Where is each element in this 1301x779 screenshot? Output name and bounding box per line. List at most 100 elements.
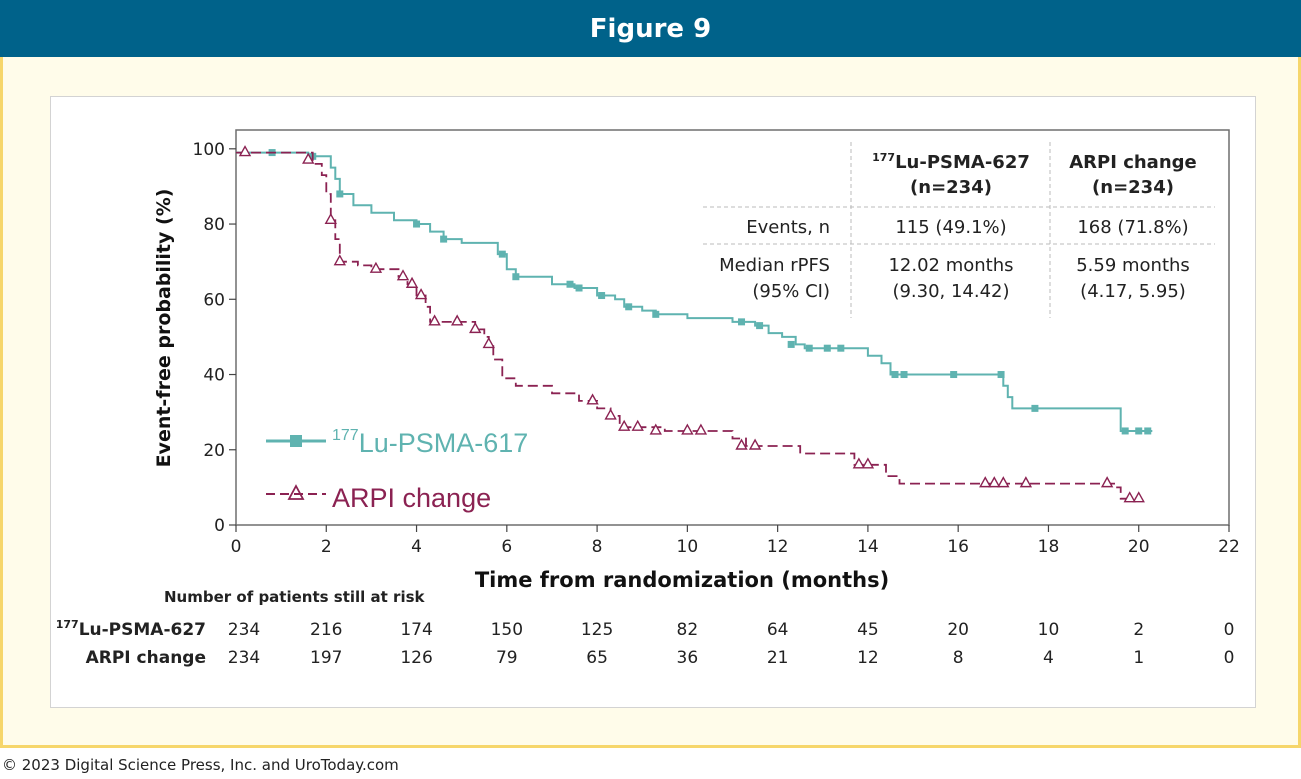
x-tick-label: 18	[1038, 537, 1060, 557]
lu-psma-censor-mark	[1144, 427, 1152, 435]
lu-psma-curve	[236, 151, 1153, 432]
arpi-change-curve	[236, 151, 1139, 500]
table-col1-sup: 177	[872, 151, 895, 164]
at-risk-row2-values: 234 197 126 79 65 36 21 12 8 4 1 0	[228, 648, 1235, 668]
x-tick-label: 22	[1218, 537, 1240, 557]
arpi-change-censor-mark	[450, 314, 464, 326]
at-risk-value: 45	[857, 620, 879, 640]
at-risk-row1-sup: 177	[56, 618, 79, 631]
copyright-footer: © 2023 Digital Science Press, Inc. and U…	[2, 756, 399, 774]
at-risk-value: 197	[310, 648, 342, 668]
lu-psma-censor-mark	[900, 371, 908, 379]
legend-lu-marker	[290, 435, 302, 447]
arpi-change-censor-mark	[852, 457, 866, 469]
arpi-change-censor-mark	[649, 423, 662, 435]
arpi-change-censor-mark	[469, 321, 482, 334]
x-tick-label: 4	[411, 537, 422, 557]
lu-psma-censor-mark	[738, 318, 746, 326]
x-tick-label: 20	[1128, 537, 1150, 557]
arpi-change-censor-mark	[997, 476, 1010, 488]
table-col2-n: (n=234)	[1092, 177, 1174, 198]
x-tick-label: 2	[321, 537, 332, 557]
at-risk-value: 36	[677, 648, 699, 668]
at-risk-value: 21	[767, 648, 789, 668]
at-risk-table: Number of patients still at risk 177Lu-P…	[56, 588, 1235, 668]
table-row2-col1-2: (9.30, 14.42)	[892, 281, 1009, 302]
lu-psma-censor-mark	[566, 280, 574, 288]
figure-header: Figure 9	[0, 0, 1301, 57]
arpi-change-censor-mark	[631, 419, 644, 431]
y-tick-label: 100	[193, 140, 225, 160]
arpi-change-censor-mark	[333, 254, 347, 266]
y-tick-label: 0	[214, 516, 225, 536]
legend: 177Lu-PSMA-617 ARPI change	[266, 427, 528, 513]
series-arpi-change	[236, 145, 1145, 503]
at-risk-value: 0	[1224, 648, 1235, 668]
arpi-change-censor-mark	[482, 336, 495, 349]
figure-title: Figure 9	[589, 13, 712, 44]
arpi-change-censor-mark	[369, 261, 383, 273]
table-row2-col2-2: (4.17, 5.95)	[1080, 281, 1186, 302]
table-row2-label-2: (95% CI)	[752, 281, 830, 302]
lu-psma-censor-mark	[1121, 427, 1129, 435]
x-axis: 0 2 4 6 8 10 12 14 16 18 20 22	[231, 525, 1240, 557]
lu-psma-censor-mark	[891, 371, 899, 379]
at-risk-row1-name: Lu-PSMA-627	[79, 620, 206, 640]
y-tick-label: 60	[203, 290, 225, 310]
arpi-change-censor-mark	[586, 393, 599, 405]
legend-lu-sup: 177	[332, 427, 359, 444]
x-tick-label: 8	[592, 537, 603, 557]
at-risk-value: 10	[1038, 620, 1060, 640]
at-risk-value: 8	[953, 648, 964, 668]
table-row1-col1: 115 (49.1%)	[895, 217, 1006, 238]
arpi-change-censor-mark	[861, 457, 875, 469]
at-risk-row1-values: 234 216 174 150 125 82 64 45 20 10 2 0	[228, 620, 1235, 640]
arpi-change-censor-mark	[1100, 476, 1114, 488]
arpi-change-censor-mark	[302, 152, 315, 164]
arpi-change-censor-mark	[238, 145, 252, 157]
lu-psma-censor-mark	[805, 344, 813, 352]
arpi-change-censor-mark	[694, 423, 708, 435]
at-risk-value: 64	[767, 620, 789, 640]
table-col1-n: (n=234)	[910, 177, 992, 198]
table-row2-label-1: Median rPFS	[719, 255, 830, 276]
lu-psma-censor-mark	[823, 344, 831, 352]
at-risk-value: 79	[496, 648, 518, 668]
at-risk-row1-label: 177Lu-PSMA-627	[56, 618, 206, 640]
arpi-change-censor-mark	[414, 288, 428, 300]
lu-psma-censor-mark	[652, 310, 660, 318]
at-risk-value: 4	[1043, 648, 1054, 668]
arpi-change-censor-mark	[324, 212, 337, 224]
at-risk-value: 82	[677, 620, 699, 640]
y-tick-label: 80	[203, 215, 225, 235]
legend-lu-name: Lu-PSMA-617	[359, 428, 529, 458]
arpi-change-censor-mark	[979, 476, 992, 488]
lu-psma-censor-mark	[598, 292, 606, 300]
lu-psma-censor-mark	[336, 190, 344, 198]
legend-arpi-label: ARPI change	[332, 483, 491, 513]
arpi-change-censor-mark	[428, 314, 441, 326]
at-risk-value: 125	[581, 620, 613, 640]
at-risk-value: 0	[1224, 620, 1235, 640]
arpi-change-censor-mark	[988, 476, 1001, 488]
arpi-change-censor-mark	[735, 438, 748, 450]
y-axis: 0 20 40 60 80 100	[193, 140, 236, 536]
arpi-change-censor-mark	[405, 276, 419, 288]
lu-psma-censor-mark	[498, 250, 506, 258]
table-row2-col2-1: 5.59 months	[1076, 255, 1190, 276]
y-tick-label: 20	[203, 441, 225, 461]
lu-psma-censor-mark	[413, 220, 421, 228]
arpi-change-censor-mark	[1132, 491, 1145, 503]
lu-psma-censor-mark	[787, 340, 795, 348]
legend-arpi-marker	[287, 484, 305, 500]
table-row1-label: Events, n	[746, 217, 830, 238]
arpi-change-censor-mark	[681, 423, 694, 435]
lu-psma-censor-mark	[756, 322, 764, 330]
x-axis-title: Time from randomization (months)	[475, 568, 889, 592]
at-risk-row2-label: ARPI change	[86, 648, 206, 668]
at-risk-value: 126	[400, 648, 432, 668]
plot-area	[235, 129, 1230, 526]
at-risk-value: 2	[1133, 620, 1144, 640]
y-tick-label: 40	[203, 366, 225, 386]
lu-psma-censor-mark	[575, 284, 583, 292]
